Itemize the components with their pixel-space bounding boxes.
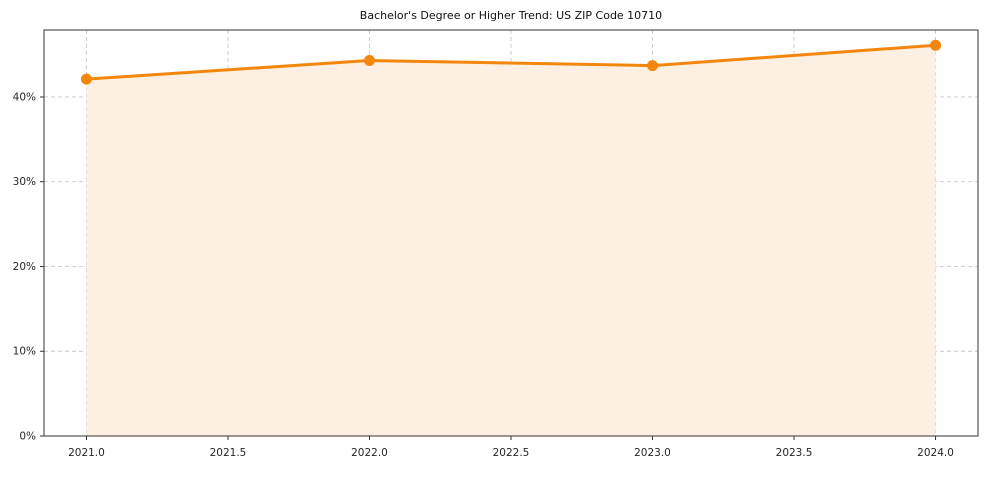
y-axis-tick-label: 10% bbox=[13, 346, 36, 358]
x-axis-tick-label: 2023.5 bbox=[776, 447, 813, 459]
data-point-marker bbox=[647, 60, 659, 72]
series-area-fill bbox=[86, 45, 936, 437]
y-axis-tick-label: 0% bbox=[19, 430, 36, 442]
chart-title: Bachelor's Degree or Higher Trend: US ZI… bbox=[359, 9, 663, 22]
x-axis-tick-label: 2022.5 bbox=[493, 447, 530, 459]
x-axis-tick-label: 2021.5 bbox=[210, 447, 247, 459]
data-point-marker bbox=[363, 55, 375, 67]
y-axis-tick-label: 30% bbox=[13, 176, 36, 188]
data-point-marker bbox=[930, 39, 942, 51]
y-axis-tick-label: 40% bbox=[13, 91, 36, 103]
x-axis-tick-label: 2024.0 bbox=[917, 447, 954, 459]
y-axis-tick-label: 20% bbox=[13, 261, 36, 273]
x-axis-tick-label: 2021.0 bbox=[68, 447, 105, 459]
series-line bbox=[84, 43, 938, 81]
x-axis-tick-label: 2022.0 bbox=[351, 447, 388, 459]
x-axis-tick-label: 2023.0 bbox=[634, 447, 671, 459]
data-point-marker bbox=[80, 73, 92, 85]
